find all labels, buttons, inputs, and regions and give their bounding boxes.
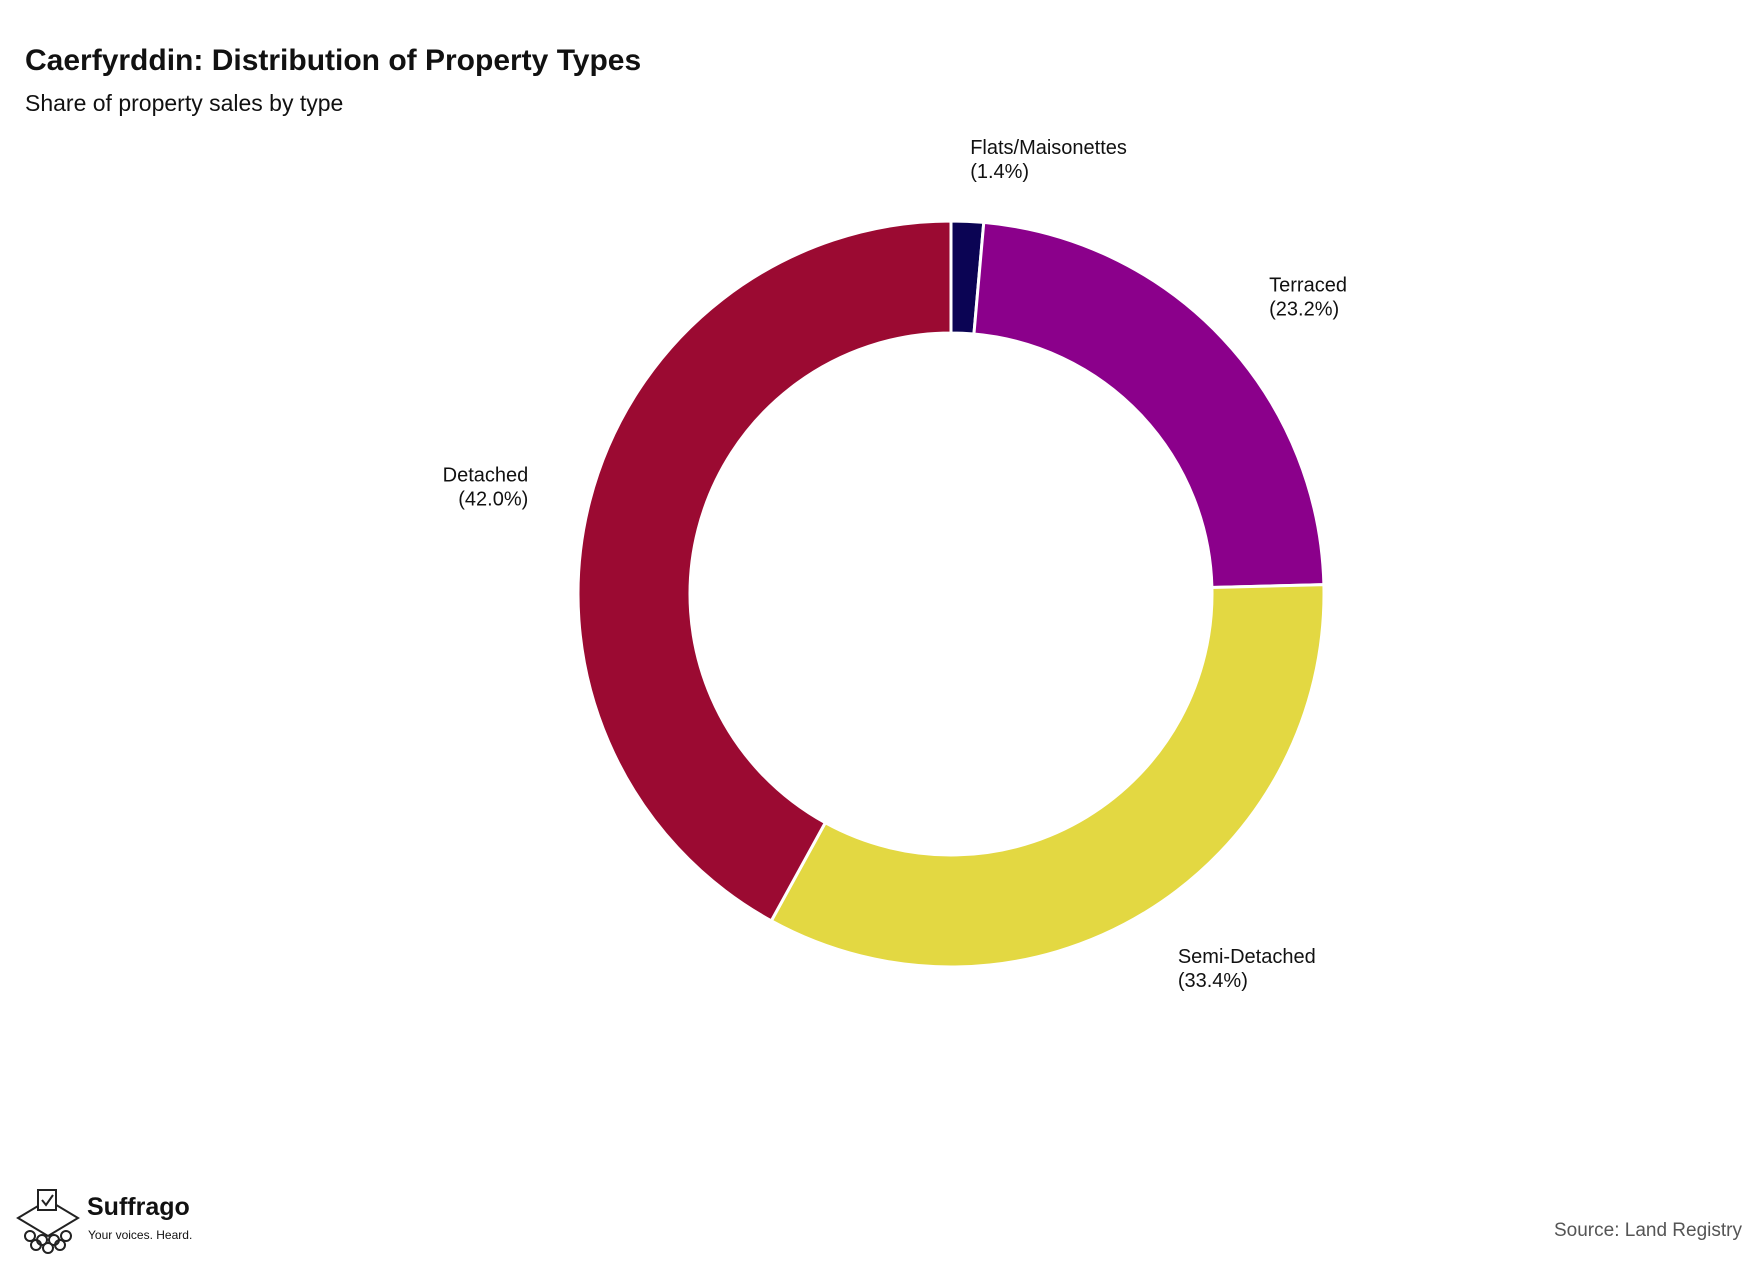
source-note: Source: Land Registry bbox=[1554, 1220, 1742, 1241]
slice-label: Semi-Detached bbox=[1178, 946, 1316, 968]
brand-name: Suffrago bbox=[87, 1193, 190, 1221]
chart-subtitle: Share of property sales by type bbox=[25, 90, 343, 116]
donut-slice bbox=[576, 219, 953, 923]
slice-value-label: (23.2%) bbox=[1269, 298, 1339, 320]
slice-label: Flats/Maisonettes bbox=[970, 137, 1127, 159]
slice-label: Detached bbox=[443, 464, 529, 486]
donut-slice bbox=[972, 220, 1326, 589]
brand-tagline: Your voices. Heard. bbox=[88, 1228, 192, 1242]
slice-value-label: (1.4%) bbox=[970, 161, 1029, 183]
donut-slice bbox=[769, 583, 1326, 969]
slice-value-label: (42.0%) bbox=[458, 488, 528, 510]
slice-label: Terraced bbox=[1269, 274, 1347, 296]
logo-icon bbox=[16, 1189, 80, 1254]
slice-value-label: (33.4%) bbox=[1178, 970, 1248, 992]
chart-title: Caerfyrddin: Distribution of Property Ty… bbox=[25, 44, 641, 77]
